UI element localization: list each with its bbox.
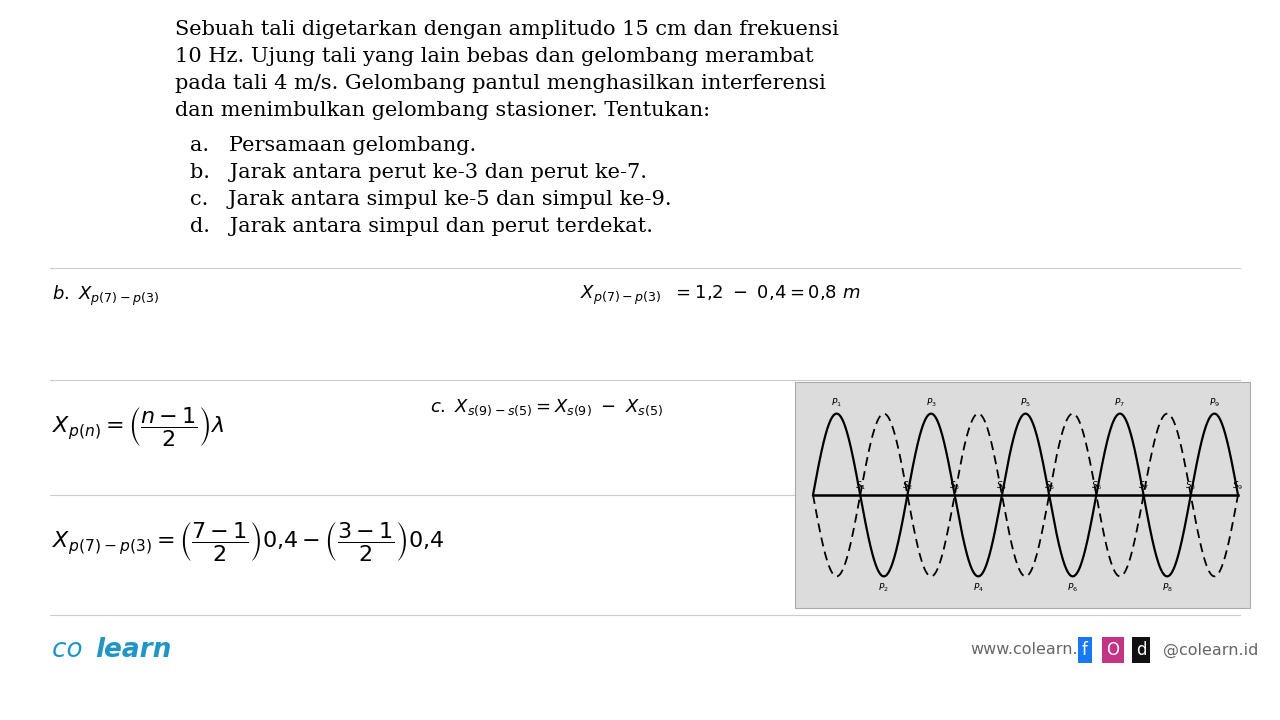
Text: $b.\ X_{p(7)-p(3)}$: $b.\ X_{p(7)-p(3)}$ bbox=[52, 284, 159, 308]
Text: c.   Jarak antara simpul ke-5 dan simpul ke-9.: c. Jarak antara simpul ke-5 dan simpul k… bbox=[189, 190, 672, 209]
Text: $P_{3}$: $P_{3}$ bbox=[925, 396, 937, 409]
Text: $P_{1}$: $P_{1}$ bbox=[831, 396, 842, 409]
Text: $P_{7}$: $P_{7}$ bbox=[1115, 396, 1125, 409]
Text: d: d bbox=[1135, 641, 1147, 659]
Text: dan menimbulkan gelombang stasioner. Tentukan:: dan menimbulkan gelombang stasioner. Ten… bbox=[175, 101, 710, 120]
Text: $P_{9}$: $P_{9}$ bbox=[1208, 396, 1220, 409]
Text: O: O bbox=[1106, 641, 1120, 659]
Text: $S_{5}$: $S_{5}$ bbox=[1043, 480, 1055, 492]
Text: co: co bbox=[52, 637, 91, 663]
Text: $P_{2}$: $P_{2}$ bbox=[878, 581, 890, 594]
Text: $X_{p(7)-p(3)} = \left(\dfrac{7-1}{2}\right)0{,}4 - \left(\dfrac{3-1}{2}\right)0: $X_{p(7)-p(3)} = \left(\dfrac{7-1}{2}\ri… bbox=[52, 520, 444, 563]
Text: $X_{p(7)-p(3)}\ \ = 1{,}2\ -\ 0{,}4 = 0{,}8\ m$: $X_{p(7)-p(3)}\ \ = 1{,}2\ -\ 0{,}4 = 0{… bbox=[580, 284, 860, 307]
Text: learn: learn bbox=[95, 637, 172, 663]
Text: $P_{4}$: $P_{4}$ bbox=[973, 581, 984, 594]
Text: $S_{7}$: $S_{7}$ bbox=[1138, 480, 1149, 492]
Text: $S_{3}$: $S_{3}$ bbox=[948, 480, 960, 492]
Text: 10 Hz. Ujung tali yang lain bebas dan gelombang merambat: 10 Hz. Ujung tali yang lain bebas dan ge… bbox=[175, 47, 814, 66]
Text: $S_{6}$: $S_{6}$ bbox=[1091, 480, 1102, 492]
Text: $S_{8}$: $S_{8}$ bbox=[1185, 480, 1197, 492]
Text: Sebuah tali digetarkan dengan amplitudo 15 cm dan frekuensi: Sebuah tali digetarkan dengan amplitudo … bbox=[175, 20, 838, 39]
Text: @colearn.id: @colearn.id bbox=[1164, 642, 1258, 657]
Text: b.   Jarak antara perut ke-3 dan perut ke-7.: b. Jarak antara perut ke-3 dan perut ke-… bbox=[189, 163, 646, 182]
Text: $S_{1}$: $S_{1}$ bbox=[855, 480, 865, 492]
Text: $S_{9}$: $S_{9}$ bbox=[1233, 480, 1244, 492]
Text: $P_{6}$: $P_{6}$ bbox=[1068, 581, 1078, 594]
Text: $X_{p(n)} = \left(\dfrac{n-1}{2}\right)\lambda$: $X_{p(n)} = \left(\dfrac{n-1}{2}\right)\… bbox=[52, 405, 224, 448]
Text: $S_{4}$: $S_{4}$ bbox=[996, 480, 1007, 492]
Text: $S_{2}$: $S_{2}$ bbox=[902, 480, 913, 492]
Text: $P_{5}$: $P_{5}$ bbox=[1020, 396, 1030, 409]
Text: $c.\ X_{s(9)-s(5)} = X_{s(9)}\ -\ X_{s(5)}$: $c.\ X_{s(9)-s(5)} = X_{s(9)}\ -\ X_{s(5… bbox=[430, 397, 663, 418]
Text: a.   Persamaan gelombang.: a. Persamaan gelombang. bbox=[189, 136, 476, 155]
Text: www.colearn.id: www.colearn.id bbox=[970, 642, 1092, 657]
Text: f: f bbox=[1082, 641, 1088, 659]
Text: pada tali 4 m/s. Gelombang pantul menghasilkan interferensi: pada tali 4 m/s. Gelombang pantul mengha… bbox=[175, 74, 826, 93]
Bar bbox=[795, 382, 1251, 608]
Text: $P_{8}$: $P_{8}$ bbox=[1162, 581, 1172, 594]
Text: d.   Jarak antara simpul dan perut terdekat.: d. Jarak antara simpul dan perut terdeka… bbox=[189, 217, 653, 236]
